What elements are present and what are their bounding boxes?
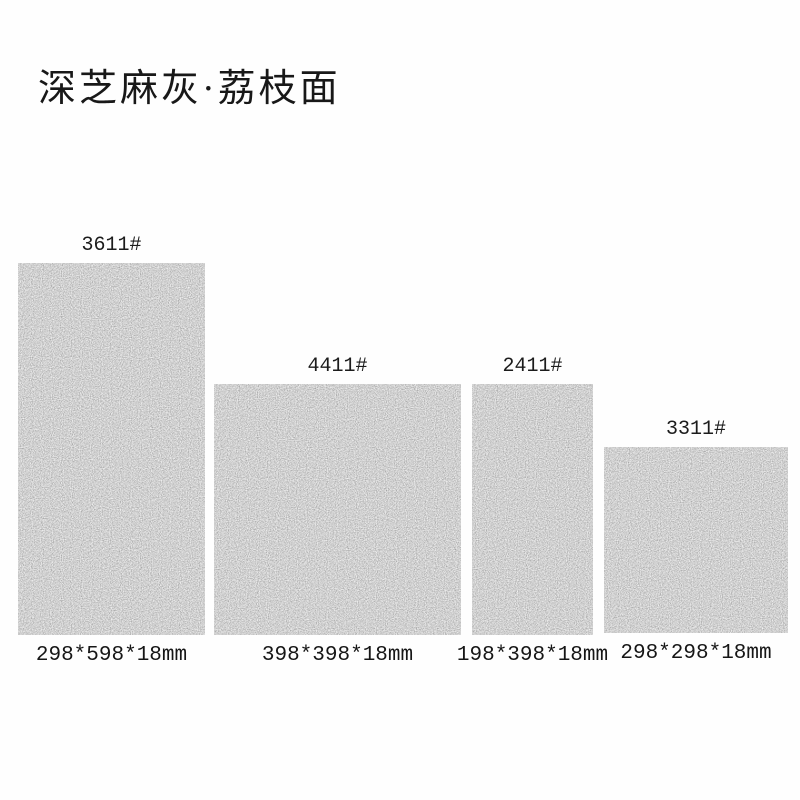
- tile-swatch-image-3611: [18, 263, 205, 635]
- product-card-3611: 3611# 298*598*18mm: [18, 235, 205, 667]
- tile-swatch-image-2411: [472, 384, 593, 635]
- product-size-label: 198*398*18mm: [456, 644, 609, 667]
- product-card-2411: 2411# 198*398*18mm: [457, 355, 608, 668]
- product-code-label: 2411#: [502, 355, 563, 378]
- product-size-label: 298*598*18mm: [35, 644, 188, 667]
- product-size-label: 298*298*18mm: [620, 642, 772, 665]
- product-code-label: 4411#: [307, 355, 368, 378]
- product-size-label: 398*398*18mm: [261, 644, 414, 667]
- tile-swatch-image-4411: [214, 384, 461, 635]
- product-card-4411: 4411# 398*398*18mm: [214, 356, 461, 667]
- product-card-3311: 3311# 298*298*18mm: [604, 419, 788, 665]
- page-title: 深芝麻灰·荔枝面: [38, 68, 341, 110]
- product-code-label: 3311#: [665, 418, 726, 441]
- product-code-label: 3611#: [81, 234, 142, 257]
- tile-swatch-image-3311: [604, 447, 788, 633]
